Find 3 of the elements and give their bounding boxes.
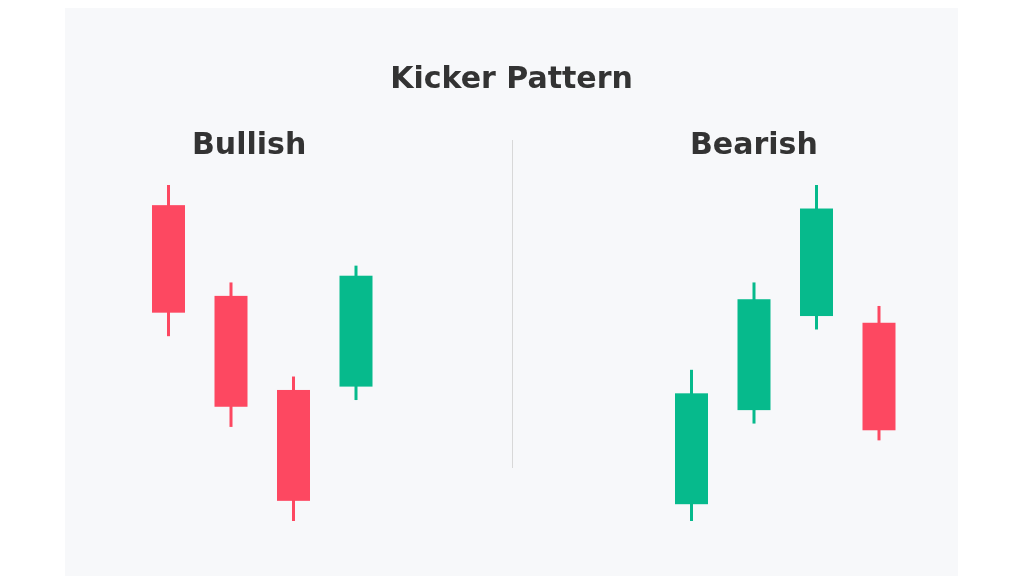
chart-subtitle: Bullish [192, 126, 307, 161]
chart-subtitle: Bearish [690, 126, 818, 161]
text: Kicker Pattern [389, 60, 634, 95]
